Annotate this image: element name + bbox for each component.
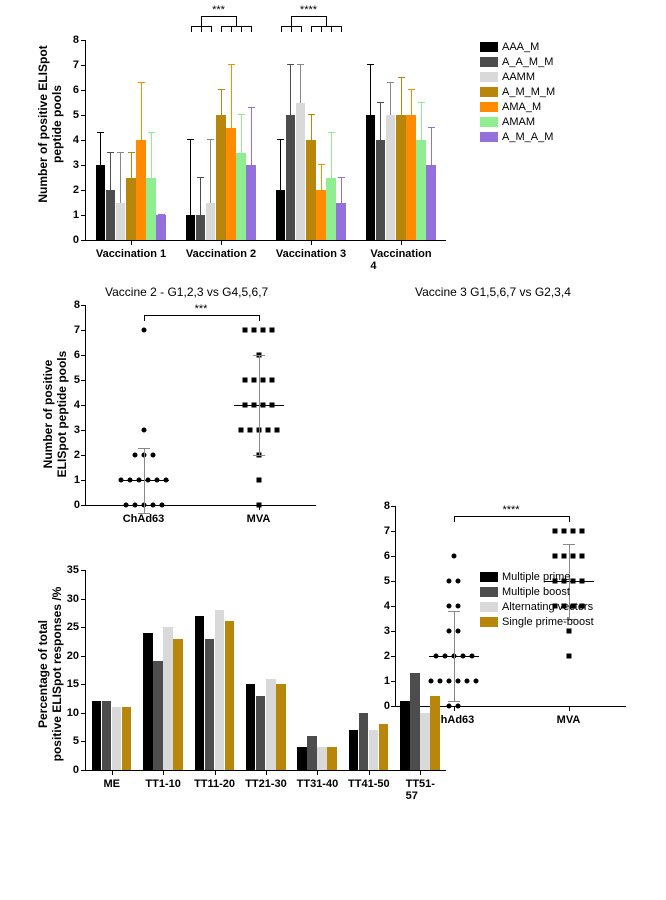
p3-ylabel: Percentage of total positive ELISpot res…: [36, 559, 64, 789]
legend-item: AMAM: [480, 115, 555, 129]
panel-2-scatter-row: Vaccine 2 - G1,2,3 vs G4,5,6,7 Number of…: [10, 285, 666, 545]
p2-right-title: Vaccine 3 G1,5,6,7 vs G2,3,4: [415, 285, 571, 299]
legend-item: AAMM: [480, 70, 555, 84]
legend-item: AMA_M: [480, 100, 555, 114]
ylabel-line1: Number of positive: [41, 360, 55, 469]
p1-chart-area: 012345678Vaccination 1Vaccination 2Vacci…: [85, 40, 446, 241]
legend-item: Multiple boost: [480, 585, 594, 599]
p1-legend: AAA_MA_A_M_MAAMMA_M_M_MAMA_MAMAMA_M_A_M: [480, 40, 555, 145]
legend-item: Alternating vectors: [480, 600, 594, 614]
p3-legend: Multiple primeMultiple boostAlternating …: [480, 570, 594, 630]
p1-ylabel: Number of positive ELISpot peptide pools: [36, 24, 64, 224]
ylabel-line2: ELISpot peptide pools: [55, 351, 69, 478]
legend-item: Multiple prime: [480, 570, 594, 584]
ylabel-line2: positive ELISpot responses /%: [50, 587, 64, 762]
ylabel-line1: Number of positive ELISpot: [36, 45, 50, 202]
legend-item: AAA_M: [480, 40, 555, 54]
ylabel-line2: peptide pools: [50, 85, 64, 163]
panel-1-grouped-bar: Number of positive ELISpot peptide pools…: [10, 10, 666, 270]
p2-left-chart: 012345678ChAd63MVA***: [85, 305, 316, 506]
legend-item: A_M_M_M: [480, 85, 555, 99]
panel-3-grouped-bar: Percentage of total positive ELISpot res…: [10, 560, 666, 820]
p2-left-title: Vaccine 2 - G1,2,3 vs G4,5,6,7: [105, 285, 268, 299]
legend-item: A_M_A_M: [480, 130, 555, 144]
p2-left-ylabel: Number of positive ELISpot peptide pools: [41, 314, 69, 514]
legend-item: Single prime-boost: [480, 615, 594, 629]
ylabel-line1: Percentage of total: [36, 620, 50, 728]
p3-chart-area: 05101520253035METT1-10TT11-20TT21-30TT31…: [85, 570, 446, 771]
legend-item: A_A_M_M: [480, 55, 555, 69]
